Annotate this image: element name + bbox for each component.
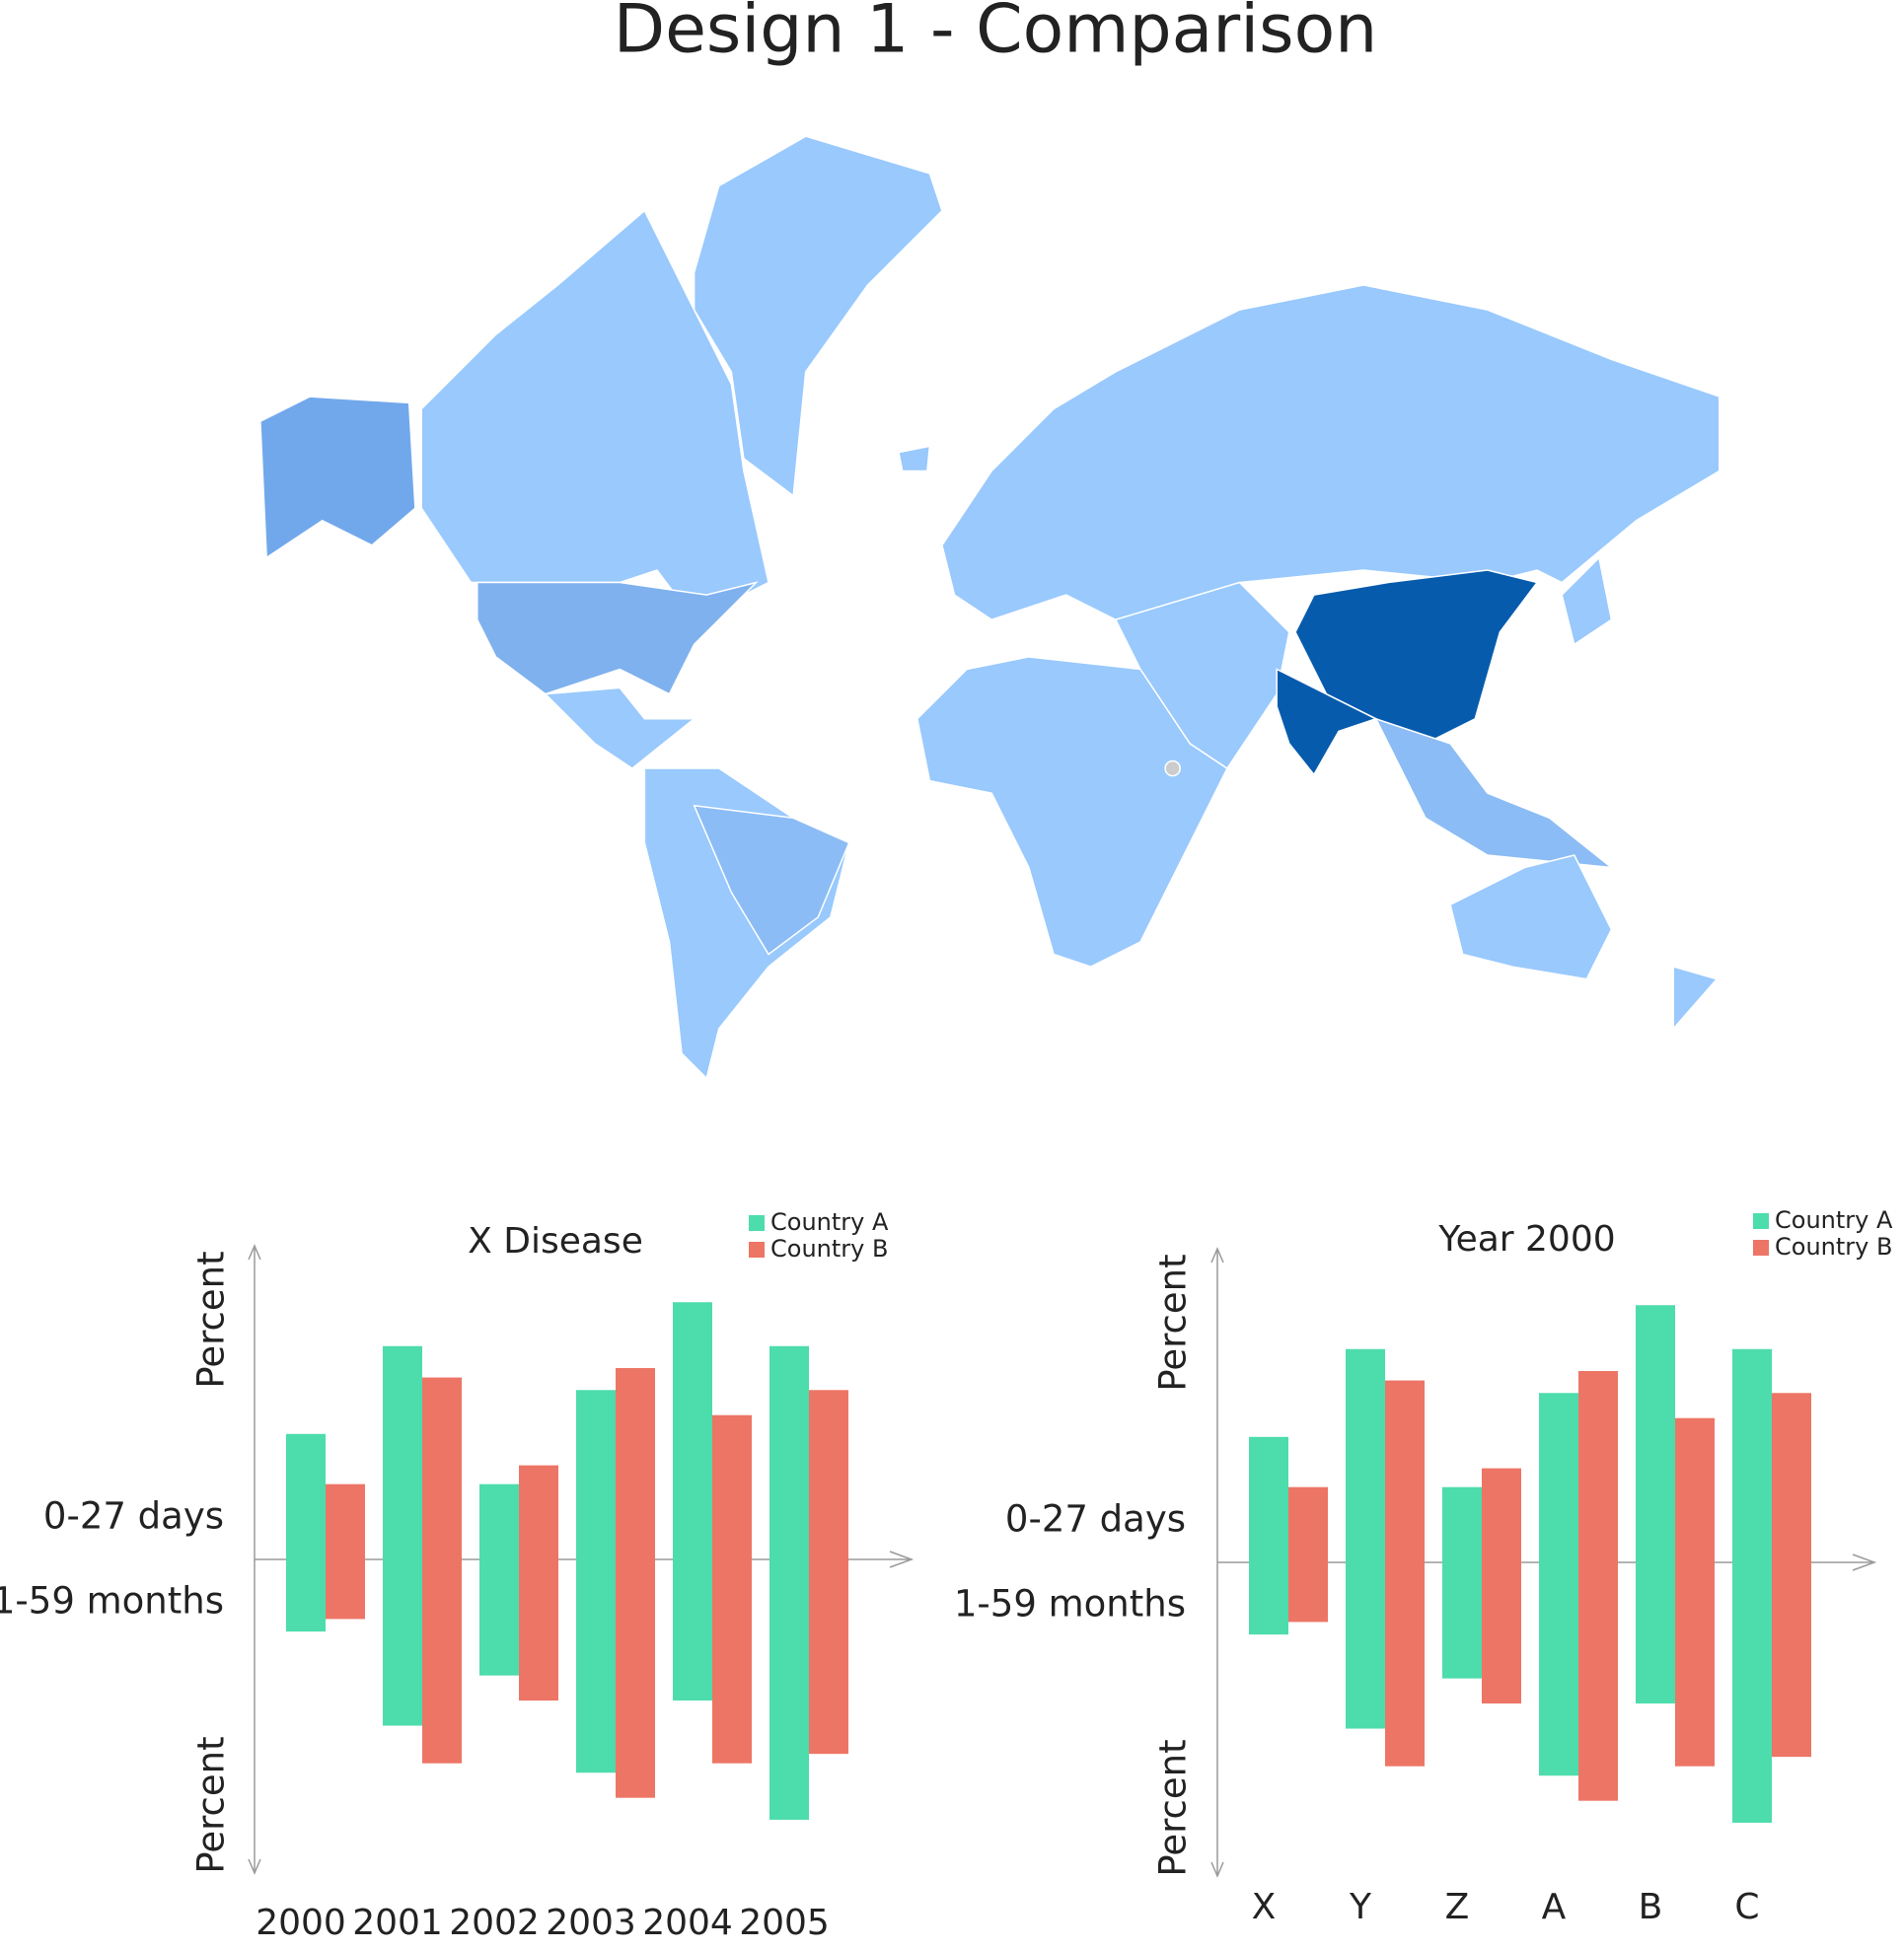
arrow-head bbox=[248, 1244, 261, 1261]
bar-lower bbox=[519, 1559, 558, 1701]
x-tick-label: A bbox=[1542, 1887, 1567, 1927]
bar-lower bbox=[769, 1559, 809, 1820]
legend-label: Country B bbox=[770, 1235, 888, 1263]
bar-lower bbox=[1772, 1562, 1811, 1758]
bar-lower bbox=[712, 1559, 752, 1764]
bar-upper bbox=[576, 1390, 616, 1559]
bar-upper bbox=[1675, 1417, 1715, 1562]
bar-upper bbox=[1578, 1371, 1618, 1562]
bar-lower bbox=[673, 1559, 712, 1701]
bar-upper bbox=[1442, 1486, 1482, 1562]
bar-upper bbox=[479, 1483, 519, 1559]
x-tick-label: 2002 bbox=[449, 1903, 540, 1943]
bar-lower bbox=[1578, 1562, 1618, 1801]
legend-label: Country A bbox=[1775, 1206, 1893, 1234]
x-tick-label: B bbox=[1639, 1887, 1663, 1927]
bar-upper bbox=[809, 1390, 848, 1559]
bar-upper bbox=[1482, 1468, 1521, 1562]
y-label-top: Percent bbox=[1152, 1254, 1195, 1391]
x-tick-label: 2003 bbox=[546, 1903, 636, 1943]
bar-lower bbox=[326, 1559, 365, 1620]
x-tick-label: C bbox=[1734, 1887, 1759, 1927]
x-tick-label: 2005 bbox=[739, 1903, 830, 1943]
bar-lower bbox=[383, 1559, 422, 1726]
bar-lower bbox=[616, 1559, 655, 1798]
bar-lower bbox=[479, 1559, 519, 1676]
x-tick-label: 2000 bbox=[256, 1903, 346, 1943]
bar-upper bbox=[616, 1368, 655, 1559]
bar-lower bbox=[1539, 1562, 1578, 1776]
bar-upper bbox=[1385, 1380, 1425, 1562]
chart-title: Year 2000 bbox=[1437, 1219, 1615, 1260]
bar-lower bbox=[1385, 1562, 1425, 1767]
x-tick-label: X bbox=[1252, 1887, 1277, 1927]
bar-upper bbox=[1249, 1436, 1288, 1562]
y-label-bottom: Percent bbox=[190, 1736, 233, 1873]
bar-upper bbox=[769, 1345, 809, 1559]
y-label-bottom: Percent bbox=[1152, 1739, 1195, 1876]
y-label-top: Percent bbox=[190, 1251, 233, 1388]
bar-lower bbox=[1636, 1562, 1675, 1704]
bar-upper bbox=[673, 1302, 712, 1559]
bar-upper bbox=[519, 1465, 558, 1559]
bar-upper bbox=[326, 1483, 365, 1559]
chart-title: X Disease bbox=[468, 1221, 643, 1262]
lower-label: 1-59 months bbox=[954, 1583, 1186, 1626]
x-tick-label: 2004 bbox=[642, 1903, 733, 1943]
bar-lower bbox=[1675, 1562, 1715, 1767]
page-title: Design 1 - Comparison bbox=[614, 0, 1378, 69]
bar-lower bbox=[1482, 1562, 1521, 1704]
bar-upper bbox=[1772, 1393, 1811, 1562]
legend-label: Country B bbox=[1775, 1233, 1892, 1261]
legend-swatch bbox=[749, 1242, 765, 1258]
bar-lower bbox=[1288, 1562, 1328, 1623]
arrow-head bbox=[248, 1858, 261, 1875]
arrow-head bbox=[1852, 1554, 1877, 1571]
bar-upper bbox=[1539, 1393, 1578, 1562]
x-tick-label: Y bbox=[1349, 1887, 1372, 1927]
bar-lower bbox=[1442, 1562, 1482, 1679]
x-tick-label: Z bbox=[1445, 1887, 1470, 1927]
upper-label: 0-27 days bbox=[43, 1495, 224, 1538]
legend-swatch bbox=[749, 1215, 765, 1231]
bar-upper bbox=[1636, 1305, 1675, 1562]
bar-upper bbox=[286, 1433, 326, 1559]
bar-lower bbox=[809, 1559, 848, 1755]
lower-label: 1-59 months bbox=[0, 1580, 224, 1623]
bar-lower bbox=[1346, 1562, 1385, 1729]
bar-upper bbox=[422, 1377, 462, 1559]
legend-swatch bbox=[1753, 1240, 1769, 1256]
arrow-head bbox=[1210, 1247, 1224, 1264]
arrow-head bbox=[889, 1551, 915, 1568]
x-tick-label: 2001 bbox=[352, 1903, 443, 1943]
bar-lower bbox=[576, 1559, 616, 1773]
bar-upper bbox=[1346, 1348, 1385, 1562]
bar-lower bbox=[1732, 1562, 1772, 1823]
upper-label: 0-27 days bbox=[1005, 1498, 1186, 1541]
world-map bbox=[259, 135, 1721, 1080]
arrow-head bbox=[1210, 1861, 1224, 1878]
bar-upper bbox=[1288, 1486, 1328, 1562]
bar-upper bbox=[383, 1345, 422, 1559]
bar-upper bbox=[712, 1414, 752, 1559]
bar-lower bbox=[286, 1559, 326, 1632]
bar-upper bbox=[1732, 1348, 1772, 1562]
legend-label: Country A bbox=[770, 1208, 889, 1236]
legend-swatch bbox=[1753, 1213, 1769, 1229]
bar-lower bbox=[422, 1559, 462, 1764]
bar-lower bbox=[1249, 1562, 1288, 1635]
